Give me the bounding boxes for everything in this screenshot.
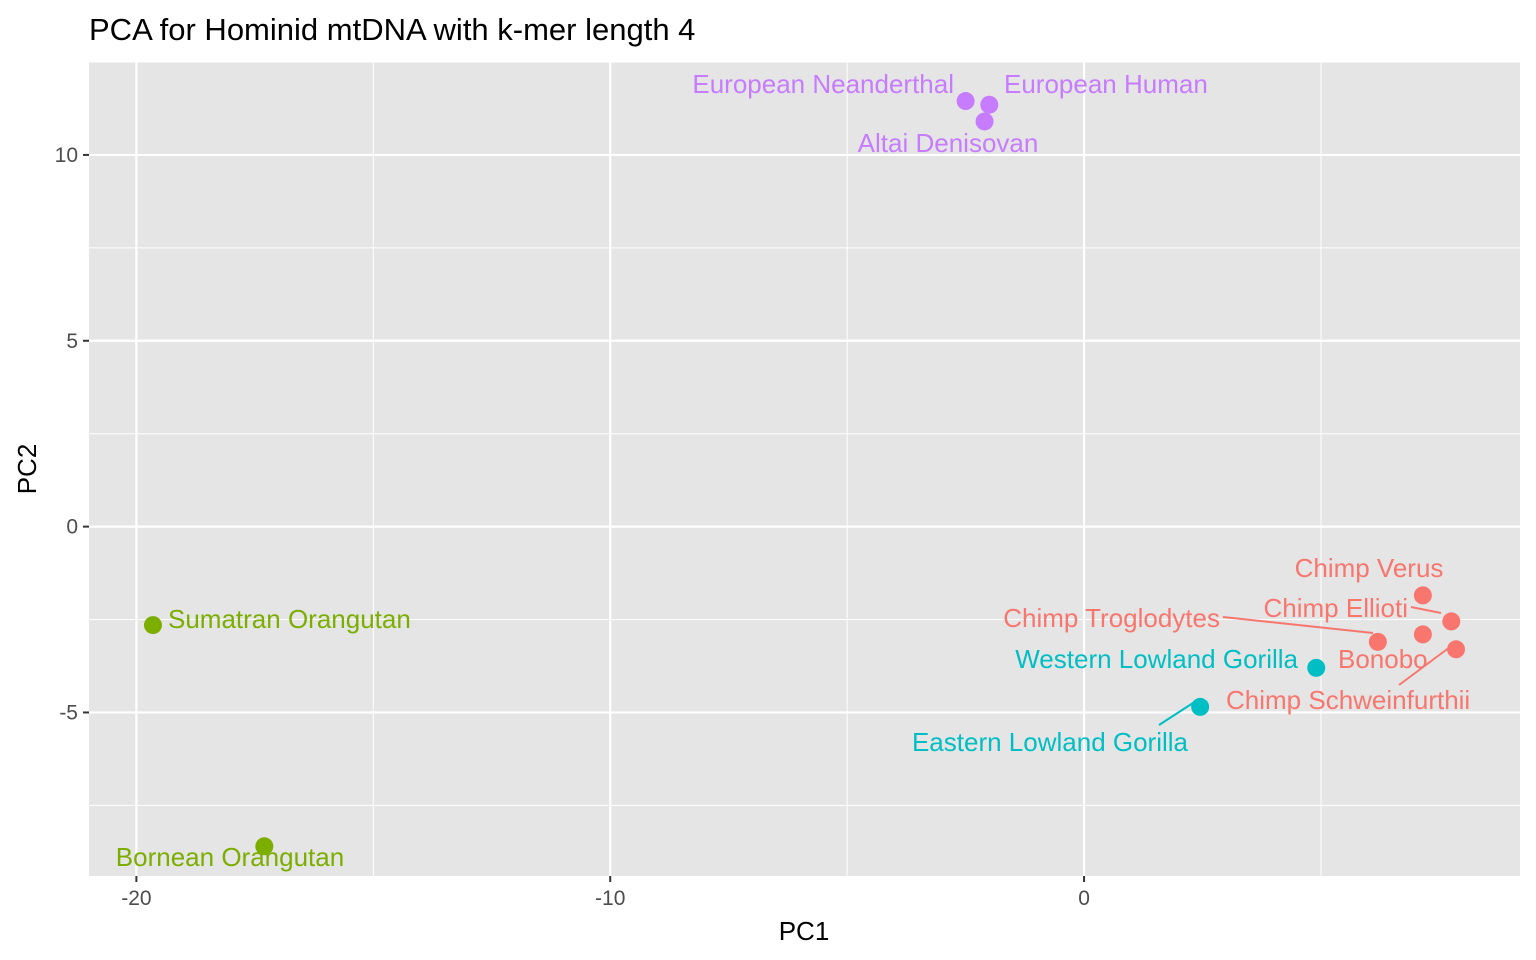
label-bornean-orangutan: Bornean Orangutan [116, 842, 344, 872]
label-sumatran-orangutan: Sumatran Orangutan [168, 604, 411, 634]
y-tick-label: 5 [66, 330, 78, 353]
point-european-human [980, 95, 999, 114]
point-chimp-troglodytes [1368, 632, 1387, 651]
point-sumatran-orangutan [143, 616, 162, 635]
label-chimp-ellioti: Chimp Ellioti [1264, 593, 1409, 623]
leader-line-chimp-schweinfurthii [1398, 646, 1451, 686]
label-european-neanderthal: European Neanderthal [692, 69, 954, 99]
y-axis-title: PC2 [12, 444, 42, 495]
plot-panel [89, 62, 1520, 876]
leader-line-eastern-lowland-gorilla [1158, 702, 1194, 726]
x-tick-label: 0 [1078, 887, 1090, 910]
point-bornean-orangutan [255, 837, 274, 856]
point-labels: European Neanderthal European Human Altai … [116, 69, 1470, 872]
leader-line-chimp-troglodytes [1222, 616, 1374, 634]
point-chimp-verus [1413, 586, 1432, 605]
major-gridlines [89, 62, 1520, 876]
label-chimp-verus: Chimp Verus [1295, 553, 1444, 583]
x-axis-title: PC1 [779, 916, 830, 946]
point-altai-denisovan [975, 112, 994, 131]
y-tick-label: -5 [59, 701, 78, 724]
leader-line-chimp-ellioti [1410, 606, 1442, 614]
label-leader-lines [1158, 606, 1451, 726]
label-chimp-schweinfurthii: Chimp Schweinfurthii [1226, 685, 1470, 715]
label-altai-denisovan: Altai Denisovan [858, 128, 1039, 158]
minor-gridlines [89, 61, 1520, 876]
label-chimp-troglodytes: Chimp Troglodytes [1003, 603, 1220, 633]
label-european-human: European Human [1004, 69, 1208, 99]
data-points [143, 92, 1466, 856]
x-tick-label: -10 [595, 887, 625, 910]
chart-title: PCA for Hominid mtDNA with k-mer length … [89, 12, 695, 47]
point-bonobo [1413, 625, 1432, 644]
label-eastern-lowland-gorilla: Eastern Lowland Gorilla [912, 727, 1189, 757]
y-tick-label: 10 [55, 144, 78, 167]
point-chimp-ellioti [1442, 612, 1461, 631]
point-european-neanderthal [956, 92, 975, 111]
point-western-lowland-gorilla [1307, 658, 1326, 677]
label-bonobo: Bonobo [1338, 644, 1428, 674]
point-chimp-schweinfurthii [1447, 640, 1466, 659]
label-western-lowland-gorilla: Western Lowland Gorilla [1015, 644, 1298, 674]
point-eastern-lowland-gorilla [1191, 697, 1210, 716]
axes: -20 -10 0 -5 0 5 10 [55, 144, 1090, 910]
x-tick-label: -20 [121, 887, 151, 910]
y-tick-label: 0 [66, 516, 78, 539]
